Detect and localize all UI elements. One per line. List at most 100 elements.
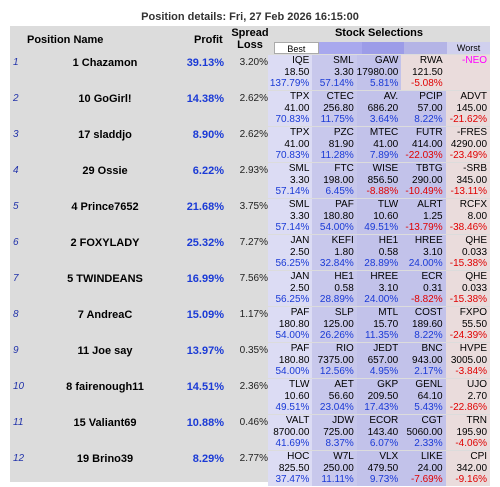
- stock-cell[interactable]: ECR 0.31 -8.82%: [401, 271, 446, 306]
- stock-cell[interactable]: ALRT 1.25 -13.79%: [401, 199, 446, 234]
- stock-cell[interactable]: COST 189.60 8.22%: [401, 307, 446, 342]
- stock-change: -21.62%: [449, 114, 488, 125]
- stock-cell[interactable]: AV. 686.20 3.64%: [356, 91, 402, 126]
- stock-cell[interactable]: SLP 125.00 26.26%: [312, 307, 357, 342]
- stock-ticker: HREE: [414, 235, 443, 246]
- stock-cell[interactable]: IQE 18.50 137.79%: [268, 55, 313, 90]
- stock-cell[interactable]: FTC 198.00 6.45%: [312, 163, 357, 198]
- stock-cell[interactable]: PAF 180.80 54.00%: [312, 199, 357, 234]
- position-name[interactable]: 19 Brino39: [76, 453, 134, 465]
- stock-cell[interactable]: TLW 10.60 49.51%: [268, 379, 313, 414]
- stock-cell[interactable]: SML 3.30 57.14%: [268, 163, 313, 198]
- stock-cell[interactable]: HE1 0.58 28.89%: [356, 235, 402, 270]
- stock-cell[interactable]: CTEC 256.80 11.75%: [312, 91, 357, 126]
- stock-cell[interactable]: WISE 856.50 -8.88%: [356, 163, 402, 198]
- stock-cell[interactable]: LIKE 24.00 -7.69%: [401, 451, 446, 486]
- table-row[interactable]: 11 15 Valiant69 10.88% 0.46% VALT 8700.00 41.6…: [10, 415, 491, 451]
- stock-cell[interactable]: JAN 2.50 56.25%: [268, 235, 313, 270]
- stock-cell[interactable]: -SRB 345.00 -13.11%: [445, 163, 491, 198]
- stock-cell[interactable]: TLW 10.60 49.51%: [356, 199, 402, 234]
- table-row[interactable]: 2 10 GoGirl! 14.38% 2.62% TPX 41.00 70.83% CTEC…: [10, 91, 491, 127]
- position-name[interactable]: 1 Chazamon: [72, 57, 138, 69]
- position-name[interactable]: 7 AndreaC: [77, 309, 133, 321]
- stock-cell[interactable]: -NEO: [445, 55, 491, 90]
- row-index: 12: [13, 453, 25, 464]
- position-name[interactable]: 5 TWINDEANS: [67, 273, 143, 285]
- stock-cell[interactable]: JDW 725.00 8.37%: [312, 415, 357, 450]
- stock-cell[interactable]: TPX 41.00 70.83%: [268, 127, 313, 162]
- table-row[interactable]: 12 19 Brino39 8.29% 2.77% HOC 825.50 37.47% W7L…: [10, 451, 491, 487]
- position-name[interactable]: 15 Valiant69: [73, 417, 137, 429]
- stock-cell[interactable]: PAF 180.80 54.00%: [268, 307, 313, 342]
- position-name-header[interactable]: Position Name: [27, 34, 104, 46]
- stock-cell[interactable]: HOC 825.50 37.47%: [268, 451, 313, 486]
- stock-cell[interactable]: QHE 0.033 -15.38%: [445, 271, 491, 306]
- stock-cell[interactable]: UJO 2.70 -22.86%: [445, 379, 491, 414]
- stock-cell[interactable]: MTEC 41.00 7.89%: [356, 127, 402, 162]
- profit-header[interactable]: Profit: [194, 34, 223, 46]
- stock-ticker: PAF: [335, 199, 354, 210]
- table-row[interactable]: 3 17 sladdjo 8.90% 2.62% TPX 41.00 70.83% PZC 81…: [10, 127, 491, 163]
- stock-cell[interactable]: W7L 250.00 11.11%: [312, 451, 357, 486]
- row-index: 6: [13, 237, 19, 248]
- stock-cell[interactable]: TPX 41.00 70.83%: [268, 91, 313, 126]
- position-name[interactable]: 11 Joe say: [77, 345, 133, 357]
- stock-change: -22.03%: [405, 150, 443, 161]
- stock-change: 12.56%: [319, 366, 354, 377]
- stock-cell[interactable]: PZC 81.90 11.28%: [312, 127, 357, 162]
- stock-cell[interactable]: JAN 2.50 56.25%: [268, 271, 313, 306]
- spread-loss-header[interactable]: Spread Loss: [231, 27, 269, 51]
- stock-price: 180.80: [278, 354, 310, 366]
- stock-cell[interactable]: VALT 8700.00 41.69%: [268, 415, 313, 450]
- position-name[interactable]: 29 Ossie: [82, 165, 128, 177]
- stock-cell[interactable]: VLX 479.50 9.73%: [356, 451, 402, 486]
- table-row[interactable]: 10 8 fairenough11 14.51% 2.36% TLW 10.60 49.51…: [10, 379, 491, 415]
- stock-cell[interactable]: GKP 209.50 17.43%: [356, 379, 402, 414]
- stock-cell[interactable]: FXPO 55.50 -24.39%: [445, 307, 491, 342]
- position-name[interactable]: 17 sladdjo: [78, 129, 132, 141]
- stock-cell[interactable]: KEFI 1.80 32.84%: [312, 235, 357, 270]
- position-name[interactable]: 4 Prince7652: [71, 201, 139, 213]
- stock-cell[interactable]: PAF 180.80 54.00%: [268, 343, 313, 378]
- stock-cell[interactable]: QHE 0.033 -15.38%: [445, 235, 491, 270]
- stock-cell[interactable]: HREE 3.10 24.00%: [356, 271, 402, 306]
- position-name[interactable]: 10 GoGirl!: [78, 93, 132, 105]
- stock-cell[interactable]: GENL 64.10 5.43%: [401, 379, 446, 414]
- stock-cell[interactable]: RIO 7375.00 12.56%: [312, 343, 357, 378]
- row-index: 4: [13, 165, 19, 176]
- table-row[interactable]: 9 11 Joe say 13.97% 0.35% PAF 180.80 54.00% RIO…: [10, 343, 491, 379]
- stock-cell[interactable]: RCFX 8.00 -38.46%: [445, 199, 491, 234]
- stock-cell[interactable]: CPI 342.00 -9.16%: [445, 451, 491, 486]
- stock-price: 195.90: [456, 426, 488, 438]
- stock-cell[interactable]: HE1 0.58 28.89%: [312, 271, 357, 306]
- stock-cell[interactable]: CGT 5060.00 2.33%: [401, 415, 446, 450]
- stock-cell[interactable]: JEDT 657.00 4.95%: [356, 343, 402, 378]
- stock-cell[interactable]: HREE 3.10 24.00%: [401, 235, 446, 270]
- stock-ticker: FTC: [334, 163, 354, 174]
- stock-cell[interactable]: RWA 121.50 -5.08%: [401, 55, 446, 90]
- stock-cell[interactable]: SML 3.30 57.14%: [312, 55, 357, 90]
- stock-cell[interactable]: ECOR 143.40 6.07%: [356, 415, 402, 450]
- stock-change: 24.00%: [408, 258, 443, 269]
- stock-cell[interactable]: FUTR 414.00 -22.03%: [401, 127, 446, 162]
- stock-cell[interactable]: -FRES 4290.00 -23.49%: [445, 127, 491, 162]
- stock-cell[interactable]: AET 56.60 23.04%: [312, 379, 357, 414]
- position-name[interactable]: 8 fairenough11: [66, 381, 144, 393]
- stock-cell[interactable]: TBTG 290.00 -10.49%: [401, 163, 446, 198]
- stock-cell[interactable]: MTL 15.70 11.35%: [356, 307, 402, 342]
- stock-ticker: -SRB: [463, 163, 488, 174]
- stock-cell[interactable]: ADVT 145.00 -21.62%: [445, 91, 491, 126]
- position-name[interactable]: 2 FOXYLADY: [70, 237, 140, 249]
- stock-cell[interactable]: HVPE 3005.00 -3.84%: [445, 343, 491, 378]
- stock-cell[interactable]: PCIP 57.00 8.22%: [401, 91, 446, 126]
- stock-cell[interactable]: SML 3.30 57.14%: [268, 199, 313, 234]
- table-row[interactable]: 4 29 Ossie 6.22% 2.93% SML 3.30 57.14% FTC 198.0…: [10, 163, 491, 199]
- stock-cell[interactable]: BNC 943.00 2.17%: [401, 343, 446, 378]
- stock-cell[interactable]: TRN 195.90 -4.06%: [445, 415, 491, 450]
- stock-cell[interactable]: GAW 17980.00 5.81%: [356, 55, 402, 90]
